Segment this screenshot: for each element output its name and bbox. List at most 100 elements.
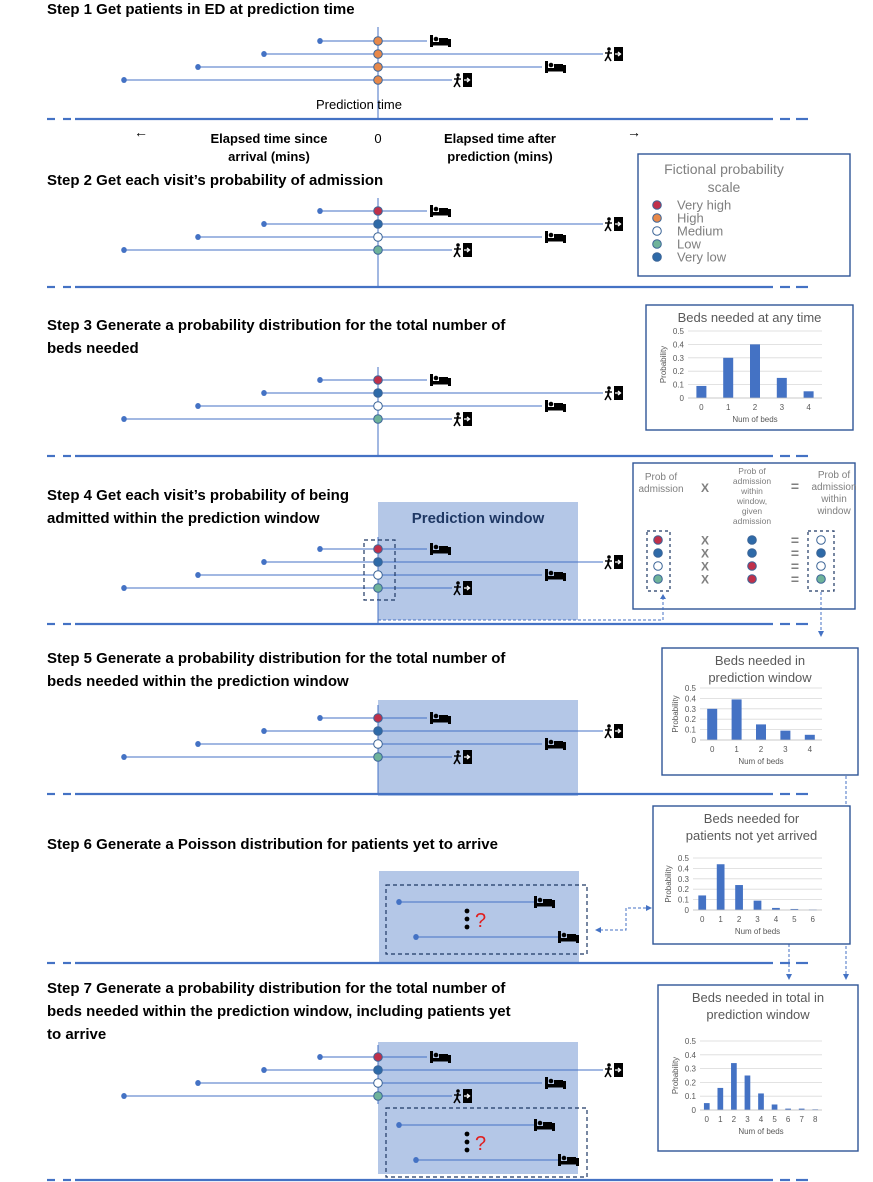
arrival-dot — [195, 64, 201, 70]
step7-patients — [47, 1045, 808, 1182]
exit-person-leg — [607, 563, 612, 570]
times-symbol: X — [701, 560, 709, 574]
bed-frame — [430, 42, 451, 46]
prediction-dot — [373, 583, 383, 593]
arrival-dot — [261, 1067, 267, 1073]
exit-person-head — [456, 581, 460, 585]
x-tick-label: 2 — [759, 745, 764, 754]
arrival-dot — [195, 1080, 201, 1086]
prediction-dot — [373, 206, 383, 216]
legend-label: Very low — [677, 250, 727, 265]
chart-frame — [645, 304, 854, 431]
prediction-dot — [373, 752, 383, 762]
y-tick-label: 0.2 — [685, 1078, 697, 1087]
elapsed-before-label: Elapsed time since — [210, 131, 327, 146]
exit-person-head — [456, 750, 460, 754]
bar — [717, 1087, 724, 1110]
arrival-dot — [195, 741, 201, 747]
formula-header: Prob of — [645, 472, 677, 483]
exit-icon — [604, 217, 623, 232]
exit-person-leg — [453, 758, 458, 765]
bed-frame — [430, 719, 451, 723]
connector-arrowhead — [843, 974, 849, 980]
bed-frame — [558, 938, 579, 942]
right-arrow-icon: → — [627, 124, 641, 140]
arrival-dot — [317, 715, 323, 721]
prediction-dot — [373, 75, 383, 85]
y-tick-label: 0.5 — [685, 1037, 697, 1046]
formula-header: window, — [736, 496, 767, 506]
times-symbol: X — [701, 547, 709, 561]
step-title-line: admitted within the prediction window — [47, 510, 320, 527]
step3-patients — [47, 367, 808, 458]
bed-blanket — [567, 934, 576, 938]
probability-dot — [816, 535, 826, 545]
bed-icon — [430, 712, 451, 724]
bed-headboard — [430, 1051, 433, 1063]
y-tick-label: 0.4 — [673, 340, 685, 349]
x-tick-label: 2 — [732, 1115, 737, 1124]
arrival-dot — [261, 728, 267, 734]
arrival-dot — [121, 77, 127, 83]
exit-arrow — [615, 728, 622, 734]
y-tick-label: 0.3 — [685, 1065, 697, 1074]
patients-yet-to-arrive: ? — [385, 1107, 588, 1178]
ellipsis-dot — [464, 1139, 470, 1145]
bar — [703, 1103, 710, 1110]
x-tick-label: 1 — [718, 1115, 723, 1124]
elapsed-after-label: prediction (mins) — [447, 149, 552, 164]
dashed-box — [807, 530, 835, 592]
arrival-dot — [317, 38, 323, 44]
x-tick-label: 2 — [753, 403, 758, 412]
chart-title-line: prediction window — [708, 670, 812, 685]
dashed-box — [385, 1107, 588, 1178]
chart-title-line: Beds needed at any time — [678, 310, 822, 325]
exit-person-leg — [607, 225, 612, 232]
exit-person-leg — [456, 251, 461, 258]
prediction-window-label: Prediction window — [412, 510, 545, 527]
x-tick-label: 8 — [813, 1115, 818, 1124]
x-tick-label: 0 — [699, 403, 704, 412]
exit-person-head — [607, 555, 611, 559]
arrival-dot — [121, 416, 127, 422]
exit-person-leg — [607, 732, 612, 739]
step-title-line: to arrive — [47, 1026, 106, 1043]
step-title: Step 5 Generate a probability distributi… — [47, 650, 506, 690]
prediction-dot — [373, 1078, 383, 1088]
y-tick-label: 0.1 — [673, 381, 685, 390]
step4-patients: Prediction window — [47, 510, 808, 626]
prediction-dot — [373, 232, 383, 242]
exit-person-leg — [607, 1071, 612, 1078]
x-tick-label: 1 — [718, 915, 723, 924]
bed-headboard — [545, 1077, 548, 1089]
arrival-dot — [261, 559, 267, 565]
chart-frame — [652, 805, 851, 945]
connector-arrowhead — [786, 974, 792, 980]
legend-label: Low — [677, 237, 701, 252]
chart-title-line: prediction window — [706, 1007, 810, 1022]
bed-icon — [534, 896, 555, 908]
arrival-dot — [261, 390, 267, 396]
bed-pillow — [548, 401, 554, 407]
exit-icon — [453, 243, 472, 258]
arrival-dot — [317, 546, 323, 552]
legend-title: scale — [708, 179, 741, 195]
ellipsis-dot — [464, 908, 470, 914]
prediction-dot — [373, 388, 383, 398]
step-title-line: Step 2 Get each visit’s probability of a… — [47, 172, 383, 189]
bed-frame — [545, 1084, 566, 1088]
bed-pillow — [433, 713, 439, 719]
legend-swatch — [652, 239, 662, 249]
connector-arrowhead — [660, 594, 666, 599]
step1-patients: Prediction time — [47, 27, 808, 121]
formula-header: Prob of — [738, 466, 766, 476]
bar — [785, 1108, 791, 1110]
bed-pillow — [433, 36, 439, 42]
chart-panel: Beds needed for patients not yet arrived 0… — [652, 805, 851, 945]
y-tick-label: 0.1 — [685, 1092, 697, 1101]
prediction-window — [378, 502, 578, 620]
bed-pillow — [548, 232, 554, 238]
bed-pillow — [537, 1120, 543, 1126]
question-mark: ? — [475, 1133, 486, 1155]
step6-connectors — [47, 905, 808, 980]
